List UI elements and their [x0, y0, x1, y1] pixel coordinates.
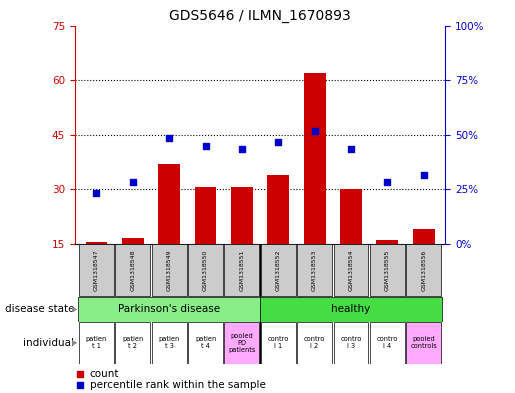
Bar: [413, 229, 435, 244]
Text: contro
l 4: contro l 4: [376, 336, 398, 349]
Text: percentile rank within the sample: percentile rank within the sample: [90, 380, 265, 390]
Title: GDS5646 / ILMN_1670893: GDS5646 / ILMN_1670893: [169, 9, 351, 23]
Bar: [188, 244, 223, 296]
Point: [165, 135, 174, 141]
Text: contro
l 1: contro l 1: [268, 336, 289, 349]
Bar: [152, 322, 186, 364]
Point: [274, 139, 282, 145]
Bar: [188, 322, 223, 364]
Text: GSM1318553: GSM1318553: [312, 250, 317, 291]
Point: [347, 146, 355, 152]
Bar: [297, 322, 332, 364]
Bar: [115, 322, 150, 364]
Text: patien
t 2: patien t 2: [122, 336, 144, 349]
Bar: [334, 244, 368, 296]
Text: pooled
PD
patients: pooled PD patients: [228, 333, 255, 353]
Bar: [406, 244, 441, 296]
Text: GSM1318550: GSM1318550: [203, 250, 208, 291]
Bar: [297, 244, 332, 296]
Bar: [225, 322, 260, 364]
Bar: [370, 244, 405, 296]
Text: contro
l 3: contro l 3: [340, 336, 362, 349]
Point: [311, 128, 319, 134]
Bar: [158, 163, 180, 244]
Bar: [231, 187, 253, 244]
Bar: [122, 238, 144, 244]
Text: GSM1318551: GSM1318551: [239, 250, 245, 291]
Point: [420, 171, 428, 178]
Bar: [261, 244, 296, 296]
Text: GSM1318556: GSM1318556: [421, 250, 426, 291]
Text: GSM1318552: GSM1318552: [276, 250, 281, 291]
Point: [238, 146, 246, 152]
Text: GSM1318548: GSM1318548: [130, 250, 135, 291]
Bar: [225, 244, 260, 296]
Point: [76, 382, 84, 388]
Bar: [152, 244, 186, 296]
Text: Parkinson's disease: Parkinson's disease: [118, 305, 220, 314]
Bar: [304, 73, 325, 244]
Point: [76, 371, 84, 377]
Text: patien
t 3: patien t 3: [159, 336, 180, 349]
Point: [92, 189, 100, 196]
Point: [201, 142, 210, 149]
Text: patien
t 4: patien t 4: [195, 336, 216, 349]
Bar: [370, 322, 405, 364]
Text: GSM1318549: GSM1318549: [167, 250, 171, 291]
Bar: [79, 244, 114, 296]
Text: pooled
controls: pooled controls: [410, 336, 437, 349]
Text: disease state: disease state: [5, 305, 74, 314]
Text: GSM1318555: GSM1318555: [385, 250, 390, 291]
Bar: [260, 297, 442, 322]
Bar: [376, 240, 398, 244]
Point: [129, 179, 137, 185]
Point: [383, 179, 391, 185]
Text: GSM1318554: GSM1318554: [349, 250, 353, 291]
Bar: [340, 189, 362, 244]
Bar: [115, 244, 150, 296]
Bar: [334, 322, 368, 364]
Bar: [267, 174, 289, 244]
Bar: [85, 242, 108, 244]
Text: count: count: [90, 369, 119, 379]
Text: healthy: healthy: [331, 305, 371, 314]
Bar: [406, 322, 441, 364]
Text: patien
t 1: patien t 1: [86, 336, 107, 349]
Bar: [195, 187, 216, 244]
Text: contro
l 2: contro l 2: [304, 336, 325, 349]
Bar: [261, 322, 296, 364]
Bar: [79, 322, 114, 364]
Text: individual: individual: [23, 338, 74, 348]
Bar: [78, 297, 260, 322]
Text: GSM1318547: GSM1318547: [94, 250, 99, 291]
